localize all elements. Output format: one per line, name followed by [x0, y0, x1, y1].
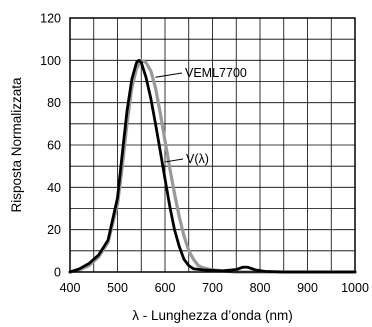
x-tick-label: 900	[297, 281, 318, 295]
x-tick-label: 400	[60, 281, 81, 295]
y-tick-label: 80	[47, 96, 61, 110]
x-tick-label: 700	[202, 281, 223, 295]
annotation-label: VEML7700	[185, 66, 247, 80]
x-tick-labels: 400 500 600 700 800 900 1000	[60, 281, 369, 295]
y-tick-labels: 0 20 40 60 80 100 120	[40, 12, 61, 280]
y-tick-label: 100	[40, 54, 61, 68]
y-tick-label: 0	[54, 266, 61, 280]
x-tick-label: 600	[155, 281, 176, 295]
y-tick-label: 20	[47, 223, 61, 237]
y-tick-label: 60	[47, 139, 61, 153]
series-lines	[68, 58, 357, 274]
y-tick-label: 120	[40, 12, 61, 26]
x-axis-label: λ - Lunghezza d’onda (nm)	[132, 308, 293, 323]
y-axis-label: Risposta Normalizzata	[9, 77, 24, 213]
annotation-leader-line	[164, 158, 184, 163]
y-tick-label: 40	[47, 181, 61, 195]
plot-frame	[69, 17, 356, 273]
grid-lines	[70, 18, 355, 272]
x-tick-label: 500	[107, 281, 128, 295]
x-tick-label: 800	[250, 281, 271, 295]
annotation-label: V(λ)	[186, 152, 209, 166]
x-tick-label: 1000	[341, 281, 369, 295]
annotations: VEML7700 V(λ)	[155, 66, 247, 166]
annotation-leader-line	[155, 72, 183, 78]
series-line-veml7700	[68, 58, 357, 274]
